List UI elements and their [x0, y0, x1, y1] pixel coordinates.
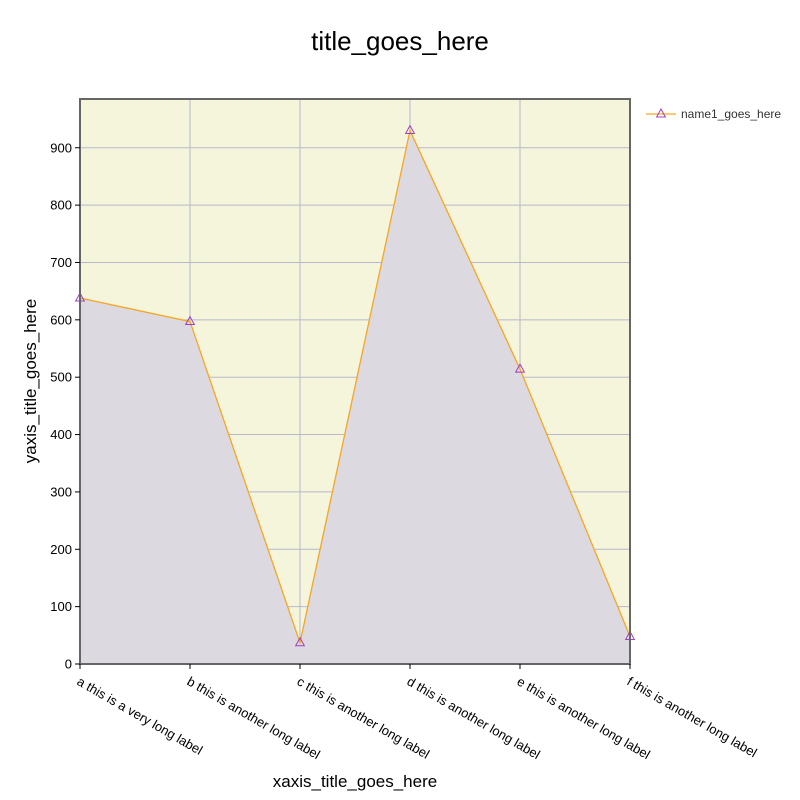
y-tick-label: 800	[50, 198, 72, 213]
y-tick-label: 500	[50, 370, 72, 385]
data-point-marker-1	[184, 315, 196, 326]
y-tick-label: 600	[50, 312, 72, 327]
y-axis-title: yaxis_title_goes_here	[21, 299, 40, 463]
y-tick-label: 300	[50, 484, 72, 499]
plot-frame	[79, 98, 631, 665]
y-tick-label: 100	[50, 599, 72, 614]
y-axis: 0 100 200 300 400 500 600 700 800 900	[50, 140, 80, 672]
legend-triangle-icon	[655, 107, 667, 118]
x-axis-title: xaxis_title_goes_here	[273, 772, 437, 791]
data-point-marker-4	[514, 363, 526, 373]
y-tick-label: 900	[50, 140, 72, 155]
legend-label: name1_goes_here	[681, 107, 781, 121]
y-tick-label: 700	[50, 255, 72, 270]
y-tick-label: 0	[65, 657, 72, 672]
y-tick-label: 200	[50, 542, 72, 557]
data-point-marker-3	[404, 124, 416, 135]
series-area-fill	[80, 130, 630, 665]
series-line	[79, 128, 631, 646]
plot-area	[74, 98, 636, 665]
legend[interactable]: name1_goes_here	[646, 107, 781, 121]
chart-title: title_goes_here	[311, 26, 489, 56]
data-point-marker-2	[294, 636, 306, 647]
y-tick-label: 400	[50, 427, 72, 442]
